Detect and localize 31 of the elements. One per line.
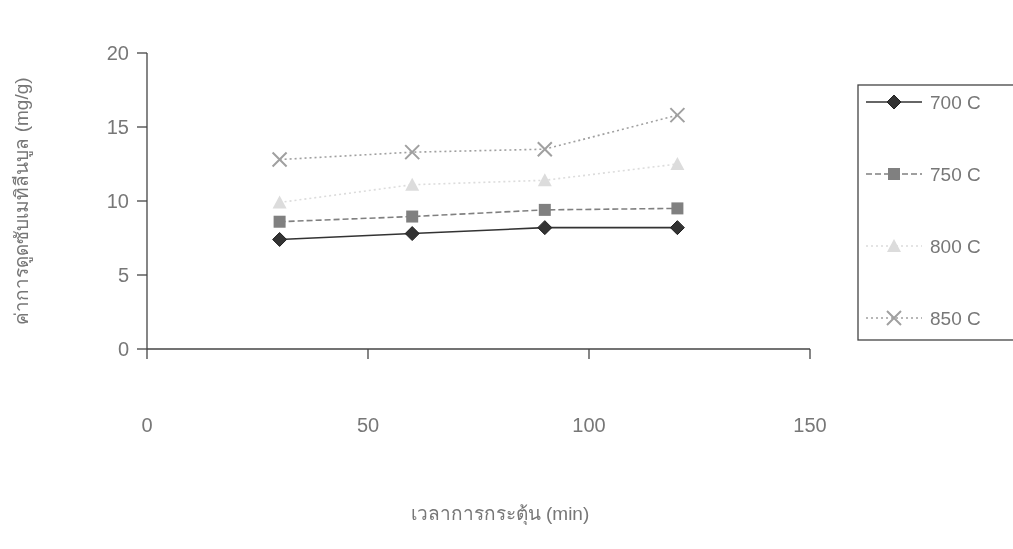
legend-label: 800 C bbox=[930, 236, 981, 257]
point bbox=[670, 157, 685, 170]
point bbox=[536, 141, 553, 158]
y-tick-label: 15 bbox=[106, 116, 129, 138]
y-tick-label: 5 bbox=[117, 264, 129, 286]
point bbox=[538, 203, 551, 216]
x-tick-label: 100 bbox=[572, 414, 606, 436]
y-tick-label: 10 bbox=[106, 190, 129, 212]
point bbox=[404, 226, 420, 242]
point bbox=[405, 177, 420, 191]
x-axis-title: เวลาการกระตุ้น (min) bbox=[410, 503, 590, 526]
point bbox=[671, 202, 684, 215]
point bbox=[537, 173, 552, 187]
legend-label: 850 C bbox=[930, 308, 981, 329]
point bbox=[272, 195, 287, 209]
point bbox=[273, 215, 286, 228]
point bbox=[271, 151, 288, 168]
y-tick-label: 20 bbox=[106, 42, 129, 64]
x-tick-label: 0 bbox=[141, 414, 153, 436]
y-tick-label: 0 bbox=[117, 338, 129, 360]
point bbox=[669, 220, 685, 236]
point bbox=[404, 144, 421, 161]
point bbox=[669, 107, 686, 124]
x-tick-label: 150 bbox=[793, 414, 827, 436]
legend-label: 700 C bbox=[930, 92, 981, 113]
legend-label: 750 C bbox=[930, 164, 981, 185]
point bbox=[406, 210, 419, 223]
point bbox=[537, 220, 553, 236]
point bbox=[272, 231, 288, 247]
x-tick-label: 50 bbox=[356, 414, 380, 436]
y-axis-title: ค่าการดูดซับเมทิลีนบูล (mg/g) bbox=[11, 77, 33, 325]
